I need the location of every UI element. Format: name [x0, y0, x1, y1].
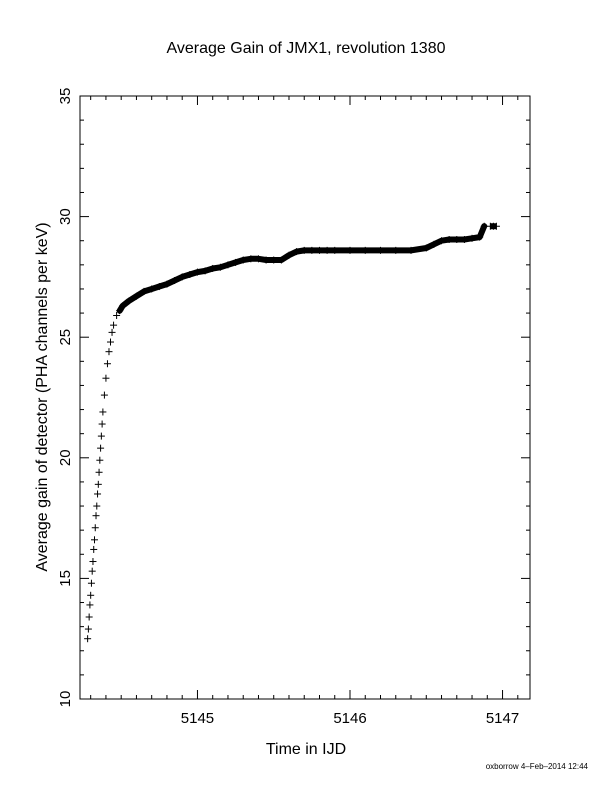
x-axis-label: Time in IJD: [266, 741, 346, 758]
data-point: [93, 502, 101, 510]
y-axis-label: Average gain of detector (PHA channels p…: [34, 222, 51, 571]
y-tick-label: 35: [57, 88, 74, 105]
x-tick-label: 5146: [333, 710, 366, 727]
data-point: [97, 432, 105, 440]
y-tick-label: 30: [57, 208, 74, 225]
y-tick-label: 10: [57, 691, 74, 708]
data-point: [86, 601, 94, 609]
data-point: [97, 444, 105, 452]
data-point: [107, 338, 115, 346]
y-tick-label: 25: [57, 329, 74, 346]
data-point: [103, 360, 111, 368]
data-point: [92, 512, 100, 520]
y-axis-ticks: 10 15 20 25 30 35: [57, 88, 530, 708]
data-point: [87, 591, 95, 599]
data-point: [87, 579, 95, 587]
data-point: [88, 567, 96, 575]
data-point: [89, 558, 97, 566]
data-point: [102, 374, 110, 382]
data-point: [84, 635, 92, 643]
data-point: [84, 625, 92, 633]
data-point: [113, 311, 121, 319]
data-point: [96, 456, 104, 464]
data-point: [94, 490, 102, 498]
chart-title: Average Gain of JMX1, revolution 1380: [167, 40, 446, 57]
x-tick-label: 5145: [181, 710, 214, 727]
data-points: [84, 222, 500, 643]
data-point: [110, 321, 118, 329]
x-axis-ticks: 5145 5146 5147: [90, 96, 519, 727]
data-point: [90, 536, 98, 544]
data-point: [108, 328, 116, 336]
data-point: [85, 613, 93, 621]
data-point: [100, 391, 108, 399]
dense-point-band: [116, 223, 488, 314]
data-point: [90, 545, 98, 553]
plot-border: [79, 95, 531, 700]
y-tick-label: 20: [57, 449, 74, 466]
plot-area: [79, 95, 531, 700]
x-tick-label: 5147: [486, 710, 519, 727]
data-point: [95, 468, 103, 476]
footer-credit: oxborrow 4–Feb–2014 12:44: [486, 762, 589, 771]
data-point: [99, 408, 107, 416]
data-point: [98, 420, 106, 428]
data-point: [105, 348, 113, 356]
data-point: [94, 480, 102, 488]
y-tick-label: 15: [57, 570, 74, 587]
data-point: [91, 524, 99, 532]
